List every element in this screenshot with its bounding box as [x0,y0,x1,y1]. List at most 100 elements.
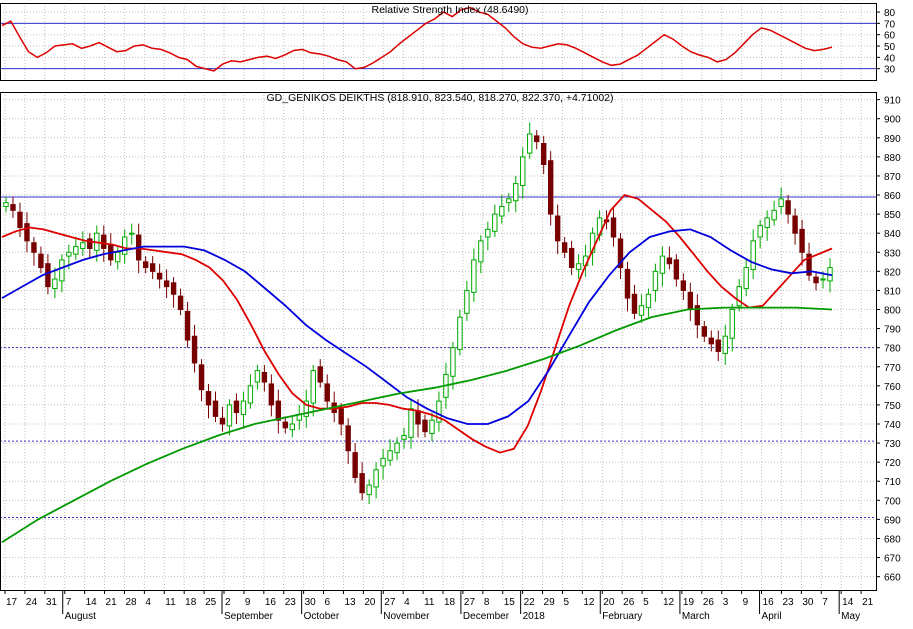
price-y-tick-label: 890 [884,134,901,145]
candle [401,427,407,449]
candle [31,237,37,266]
price-y-tick-label: 830 [884,248,901,259]
candle [429,412,435,442]
candle-body [380,457,386,467]
candle-body [547,160,554,215]
candle-body [499,205,505,217]
candle-body [324,383,330,402]
x-tick-label: 18 [444,597,456,608]
candle-body [80,242,86,249]
candle [219,406,226,432]
candle-body [198,364,205,391]
candle [352,443,358,484]
candle-body [66,251,72,257]
candle-body [73,246,79,255]
candle [520,147,526,199]
candle [142,256,149,274]
candle-body [373,469,379,488]
candle-body [345,425,351,452]
price-y-tick-label: 790 [884,325,901,336]
price-y-tick-label: 660 [884,573,901,584]
x-tick-label: 19 [683,597,695,608]
candle-body [561,242,568,253]
x-tick-label: 31 [46,597,58,608]
price-y-tick-label: 730 [884,439,901,450]
rsi-title: Relative Strength Index (48.6490) [371,4,528,16]
candle [345,418,351,465]
candle [156,263,163,289]
candle [163,269,170,299]
x-tick-label: 17 [6,597,18,608]
month-label: October [304,611,340,622]
candle-body [457,316,463,351]
candle-body [52,278,58,290]
candle [247,374,254,409]
x-tick-label: 16 [763,597,775,608]
x-tick-label: 20 [603,597,615,608]
x-tick-label: 14 [86,597,98,608]
candle [534,130,540,150]
candle-body [527,133,533,154]
candle-body [149,263,156,272]
price-frame [0,92,877,591]
candle-body [771,209,777,221]
candle-body [163,280,170,288]
candle-body [680,280,687,291]
candle [708,330,714,352]
candle [694,294,701,339]
x-tick-label: 27 [464,597,476,608]
candle [457,309,463,356]
month-label: 2018 [523,611,546,622]
candle [317,359,323,388]
candle [52,267,58,299]
candle-body [610,217,617,238]
candle-body [520,156,526,186]
candle [324,374,330,409]
candle-body [24,223,30,242]
axis-layer: 17 24 31 7 14 21 28 4 11 18 25 2 9 16 23 30 6 13 20 27 4 11 18… [0,3,901,622]
candle [778,187,784,215]
candle-body [31,242,37,253]
candle-body [554,215,561,242]
candle [289,416,296,438]
candle-body [450,347,456,377]
candle-body [575,263,582,270]
candle-body [394,442,400,454]
candle-body [540,143,547,166]
candle-body [694,305,701,326]
candle-body [128,232,135,235]
x-tick-label: 7 [66,597,72,608]
candle-body [729,309,735,339]
price-y-tick-label: 910 [884,96,901,107]
candle [471,248,477,302]
x-tick-label: 16 [265,597,277,608]
x-tick-label: 30 [305,597,317,608]
candle [729,303,735,352]
candle-body [122,236,128,255]
x-tick-label: 12 [663,597,675,608]
price-y-tick-label: 870 [884,172,901,183]
ma-short-line [1,193,833,454]
candle [122,229,128,264]
candle [366,479,372,505]
candle [149,256,156,279]
candle [464,280,470,321]
rsi-y-tick-label: 80 [884,8,896,19]
price-title: GD_GENIKOS DEIKTHS (818.910, 823.540, 81… [266,92,613,104]
x-tick-label: 5 [643,597,649,608]
candle-body [464,289,470,314]
candle-body [233,400,240,414]
candle [268,374,275,417]
candle [240,391,247,428]
candle [771,200,777,226]
candle [38,246,44,274]
candle-body [408,408,414,438]
candle [687,282,694,321]
price-y-tick-label: 820 [884,267,901,278]
candle [617,233,624,279]
candle-body [177,295,184,311]
candle [177,288,184,316]
price-y-tick-label: 690 [884,515,901,526]
x-tick-label: 24 [26,597,38,608]
candle-body [792,215,798,234]
